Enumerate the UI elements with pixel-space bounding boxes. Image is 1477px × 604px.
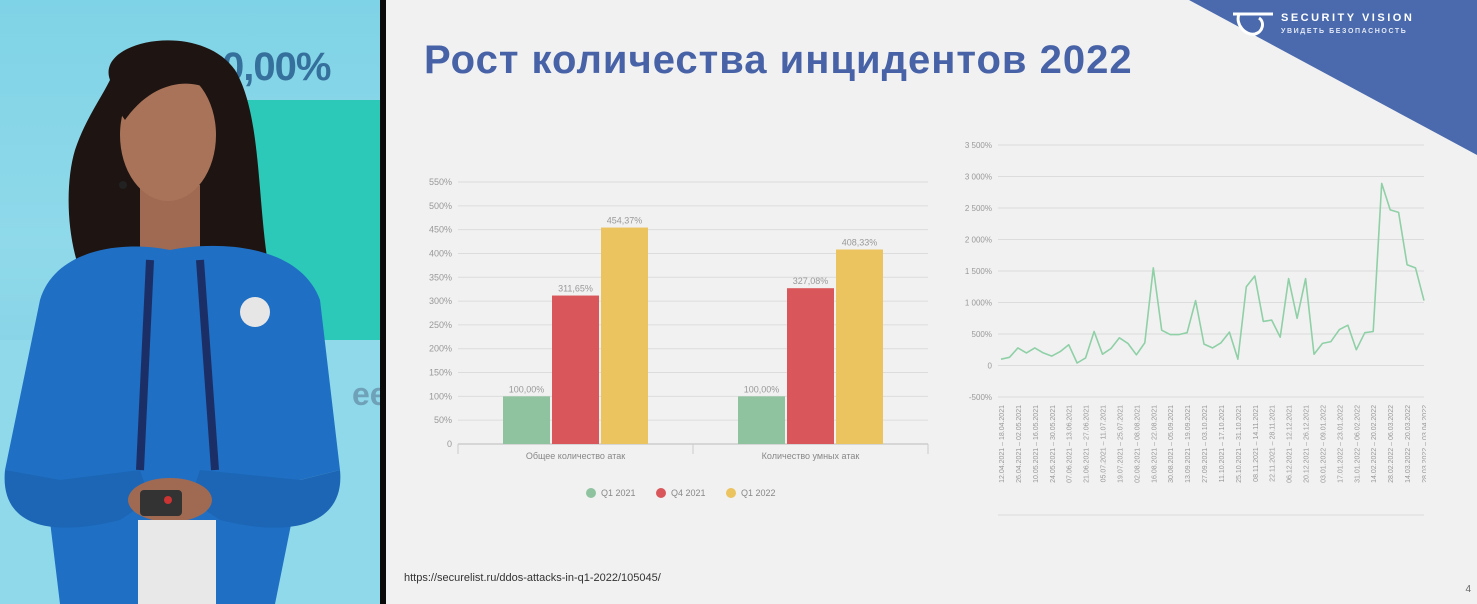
line-chart: -500% 0 500% 1 000% 1 500% 2 000% 2 500% 3 000%…	[965, 141, 1426, 516]
bar-y-tick-label: 0	[447, 439, 452, 449]
logo: SECURITY VISION УВИДЕТЬ БЕЗОПАСНОСТЬ	[1223, 6, 1463, 42]
bar	[552, 295, 599, 444]
line-x-tick-label: 14.02.2022 – 20.02.2022	[1371, 405, 1378, 483]
line-y-tick-label: 3 000%	[965, 173, 992, 182]
bar-data-label: 454,37%	[607, 216, 643, 226]
bar-y-tick-label: 150%	[429, 368, 452, 378]
bar-category-label: Общее количество атак	[526, 451, 625, 461]
line-x-tick-label: 22.11.2021 – 28.11.2021	[1270, 405, 1277, 482]
bar-data-label: 100,00%	[509, 384, 545, 394]
speaker-figure	[4, 40, 341, 604]
speaker-video: 0,00% ee	[0, 0, 380, 604]
bar-data-label: 311,65%	[558, 284, 593, 294]
bar-chart: 0 50% 100% 150% 200% 250% 300% 350% 400% 450% 500%…	[429, 177, 929, 498]
bar-category-label: Количество умных атак	[762, 451, 860, 461]
corner-banner	[1189, 0, 1477, 155]
line-x-tick-label: 10.05.2021 – 16.05.2021	[1033, 405, 1040, 483]
line-x-tick-label: 30.08.2021 – 05.09.2021	[1168, 405, 1175, 483]
line-y-tick-label: 2 500%	[965, 204, 992, 213]
bar-y-tick-label: 200%	[429, 344, 452, 354]
background-screen-partial-text: ee	[352, 376, 380, 412]
line-series	[1000, 182, 1425, 364]
bar	[601, 227, 648, 444]
line-y-tick-label: 1 500%	[965, 267, 992, 276]
line-x-tick-label: 16.08.2021 – 22.08.2021	[1151, 405, 1158, 483]
logo-tagline: УВИДЕТЬ БЕЗОПАСНОСТЬ	[1281, 28, 1408, 35]
bar-data-label: 100,00%	[744, 384, 780, 394]
line-y-tick-label: 3 500%	[965, 141, 992, 150]
page-number: 4	[1465, 584, 1471, 595]
line-x-tick-label: 17.01.2022 – 23.01.2022	[1337, 405, 1344, 483]
logo-mark-icon	[1233, 12, 1273, 36]
line-y-tick-label: 2 000%	[965, 236, 992, 245]
line-x-tick-label: 02.08.2021 – 08.08.2021	[1134, 405, 1141, 483]
line-y-tick-label: -500%	[969, 393, 992, 402]
legend-label: Q4 2021	[671, 488, 706, 498]
bar-data-label: 327,08%	[793, 276, 829, 286]
slide-title: Рост количества инцидентов 2022	[424, 38, 1133, 82]
bar-data-label: 408,33%	[842, 237, 878, 247]
bar-y-tick-label: 550%	[429, 177, 452, 187]
bar-y-tick-label: 250%	[429, 320, 452, 330]
line-y-tick-label: 0	[988, 362, 993, 371]
line-x-tick-label: 14.03.2022 – 20.03.2022	[1405, 405, 1412, 483]
line-x-tick-label: 25.10.2021 – 31.10.2021	[1236, 405, 1243, 483]
line-x-tick-label: 05.07.2021 – 11.07.2021	[1101, 405, 1108, 482]
legend-swatch	[586, 488, 596, 498]
bar-y-tick-label: 450%	[429, 225, 452, 235]
line-x-tick-label: 12.04.2021 – 18.04.2021	[999, 405, 1006, 483]
legend-swatch	[726, 488, 736, 498]
bar-y-tick-label: 100%	[429, 391, 452, 401]
line-x-tick-label: 28.03.2022 – 03.04.2022	[1422, 405, 1426, 483]
line-x-tick-label: 13.09.2021 – 19.09.2021	[1185, 405, 1192, 483]
line-x-tick-label: 26.04.2021 – 02.05.2021	[1016, 405, 1023, 483]
bar-y-tick-label: 350%	[429, 272, 452, 282]
bar-y-tick-label: 300%	[429, 296, 452, 306]
line-x-tick-label: 07.06.2021 – 13.06.2021	[1067, 405, 1074, 483]
line-y-tick-label: 500%	[972, 330, 992, 339]
legend-swatch	[656, 488, 666, 498]
line-x-tick-label: 08.11.2021 – 14.11.2021	[1253, 405, 1260, 482]
line-x-tick-label: 20.12.2021 – 26.12.2021	[1304, 405, 1311, 483]
line-x-tick-label: 27.09.2021 – 03.10.2021	[1202, 405, 1209, 483]
line-x-tick-label: 24.05.2021 – 30.05.2021	[1050, 405, 1057, 483]
line-x-tick-label: 31.01.2022 – 06.02.2022	[1354, 405, 1361, 483]
bar	[836, 249, 883, 444]
bar	[787, 288, 834, 444]
legend-label: Q1 2022	[741, 488, 776, 498]
legend-label: Q1 2021	[601, 488, 636, 498]
bar-y-tick-label: 50%	[434, 415, 452, 425]
bar-y-tick-label: 500%	[429, 201, 452, 211]
frame-divider	[380, 0, 386, 604]
line-x-tick-label: 06.12.2021 – 12.12.2021	[1287, 405, 1294, 483]
source-link[interactable]: https://securelist.ru/ddos-attacks-in-q1…	[404, 572, 661, 584]
line-x-tick-label: 11.10.2021 – 17.10.2021	[1219, 405, 1226, 482]
slide: SECURITY VISION УВИДЕТЬ БЕЗОПАСНОСТЬ Рос…	[386, 0, 1477, 604]
bar-y-tick-label: 400%	[429, 248, 452, 258]
line-x-tick-label: 28.02.2022 – 06.03.2022	[1388, 405, 1395, 483]
line-x-tick-label: 19.07.2021 – 25.07.2021	[1117, 405, 1124, 483]
line-x-tick-label: 03.01.2022 – 09.01.2022	[1321, 405, 1328, 483]
logo-title: SECURITY VISION	[1281, 12, 1415, 24]
bar	[503, 396, 550, 444]
line-y-tick-label: 1 000%	[965, 299, 992, 308]
line-x-tick-label: 21.06.2021 – 27.06.2021	[1084, 405, 1091, 483]
bar	[738, 396, 785, 444]
